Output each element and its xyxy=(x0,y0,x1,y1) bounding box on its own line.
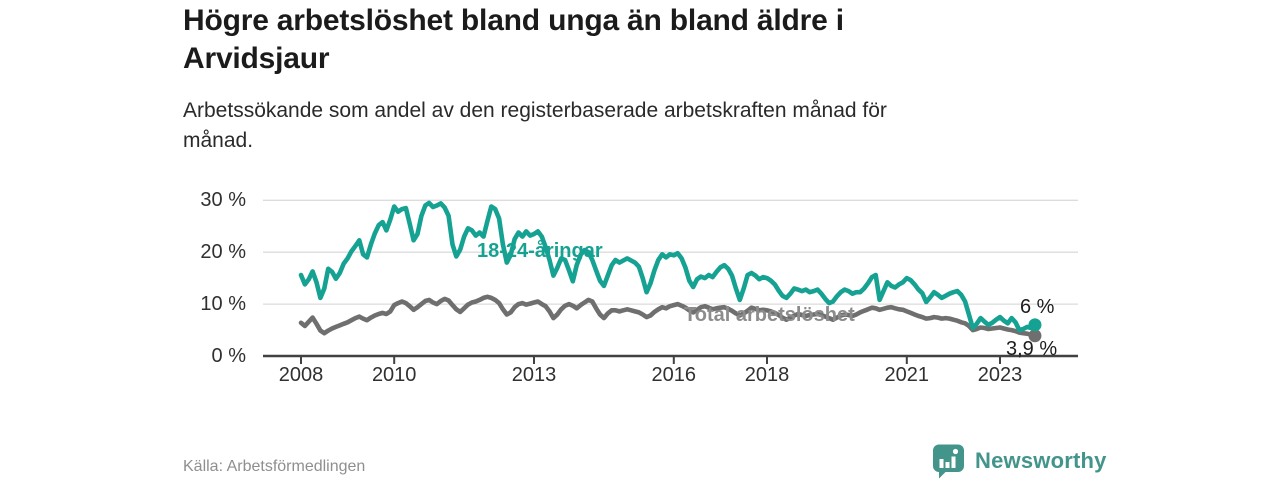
brand-logo: Newsworthy xyxy=(930,443,1107,479)
x-tick-label: 2010 xyxy=(371,364,417,386)
y-tick-label: 10 % xyxy=(200,293,246,316)
x-tick-label: 2016 xyxy=(651,364,697,386)
y-tick-label: 0 % xyxy=(211,345,246,367)
page-subtitle-line-1: Arbetssökande som andel av den registerb… xyxy=(183,99,887,122)
x-tick-label: 2021 xyxy=(884,364,930,386)
series-label-total: Total arbetslöshet xyxy=(684,304,855,326)
x-tick-label: 2013 xyxy=(511,364,557,386)
page-subtitle: Arbetssökande som andel av den registerb… xyxy=(183,96,1063,156)
source-note: Källa: Arbetsförmedlingen xyxy=(183,458,366,475)
brand-name: Newsworthy xyxy=(975,448,1107,473)
series-line xyxy=(298,294,1038,339)
series-end-dot xyxy=(1028,318,1042,332)
y-tick-label: 30 % xyxy=(200,189,246,212)
end-value-label-youth: 6 % xyxy=(1020,296,1055,318)
page-title-line-1: Högre arbetslöshet bland unga än bland ä… xyxy=(183,4,844,37)
y-tick-label: 20 % xyxy=(200,241,246,264)
page-subtitle-line-2: månad. xyxy=(183,129,254,152)
end-value-label-total: 3,9 % xyxy=(1006,338,1058,360)
x-tick-label: 2008 xyxy=(278,364,324,386)
series-label-youth: 18-24-åringar xyxy=(477,240,603,262)
series-end-dot xyxy=(1028,329,1042,343)
page-title: Högre arbetslöshet bland unga än bland ä… xyxy=(183,2,1043,78)
x-tick-label: 2023 xyxy=(977,364,1023,386)
page-title-line-2: Arvidsjaur xyxy=(183,42,330,75)
newsworthy-bubble-chart-icon xyxy=(933,444,964,479)
series-line xyxy=(298,200,1038,333)
x-tick-label: 2018 xyxy=(744,364,790,386)
